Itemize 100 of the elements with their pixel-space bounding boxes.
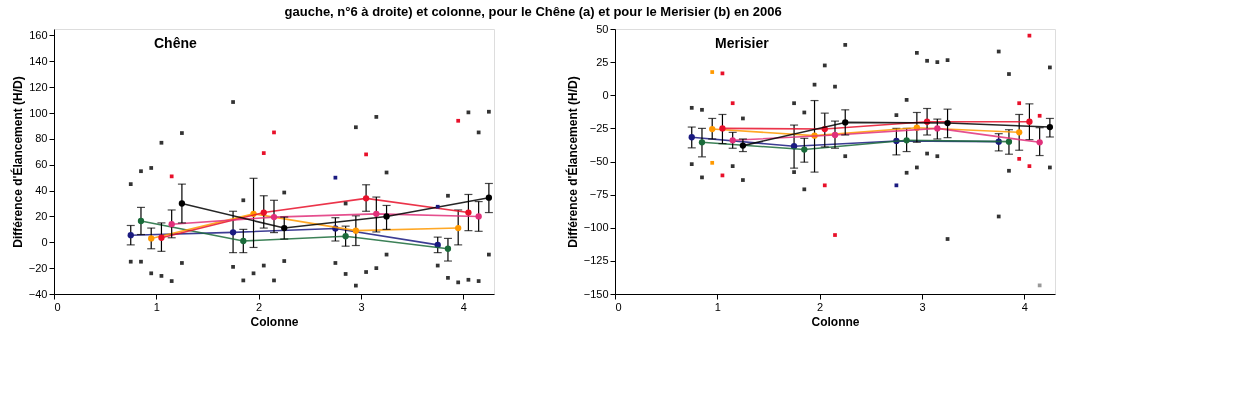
- y-tick-label: 100: [29, 106, 48, 119]
- point: [944, 119, 951, 127]
- point: [1007, 168, 1011, 173]
- point: [270, 213, 278, 221]
- point: [139, 259, 143, 264]
- point: [342, 233, 349, 240]
- point: [833, 84, 837, 89]
- point: [709, 125, 716, 133]
- x-tick-label: 0: [54, 300, 61, 313]
- y-tick-label: 0: [602, 88, 609, 101]
- point: [475, 213, 482, 220]
- point: [476, 279, 481, 283]
- point: [1016, 129, 1023, 136]
- chart-title: Chêne: [154, 35, 197, 51]
- y-tick-label: −20: [28, 261, 48, 274]
- y-tick-label: 120: [29, 80, 48, 93]
- y-tick-label: −125: [583, 254, 609, 267]
- point: [128, 259, 133, 264]
- point: [169, 279, 174, 283]
- y-tick-label: 40: [35, 184, 48, 197]
- point: [374, 115, 379, 119]
- point: [281, 224, 288, 232]
- point: [149, 271, 154, 276]
- point: [373, 210, 380, 218]
- point: [352, 227, 360, 234]
- y-tick-label: 60: [35, 158, 48, 171]
- y-tick-label: −25: [589, 121, 609, 134]
- point: [925, 58, 929, 63]
- point: [455, 224, 462, 232]
- x-axis-title: Colonne: [250, 314, 299, 329]
- point: [127, 232, 134, 239]
- y-tick-label: −75: [589, 188, 609, 201]
- point: [698, 139, 706, 146]
- point: [1026, 118, 1033, 125]
- y-tick-label: 160: [29, 28, 48, 41]
- point: [158, 234, 165, 241]
- point: [843, 43, 848, 47]
- point: [229, 229, 237, 236]
- y-tick-label: 80: [35, 132, 48, 145]
- point: [180, 131, 184, 135]
- x-tick-label: 4: [1021, 300, 1028, 313]
- point: [241, 198, 246, 203]
- point: [139, 169, 143, 174]
- x-tick-label: 1: [714, 300, 721, 313]
- x-axis-title: Colonne: [811, 314, 860, 329]
- point: [903, 137, 910, 144]
- point: [446, 193, 450, 198]
- point: [362, 195, 370, 202]
- point: [1005, 138, 1013, 145]
- x-tick-label: 2: [817, 300, 824, 313]
- point: [729, 137, 736, 144]
- point: [1036, 139, 1043, 146]
- point: [831, 131, 839, 139]
- point: [487, 109, 491, 114]
- point: [456, 280, 461, 285]
- point: [934, 125, 941, 132]
- y-axis-title: Différence d'Élancement (H/D): [9, 76, 25, 248]
- y-tick-label: 25: [596, 55, 609, 68]
- point: [260, 209, 267, 216]
- point: [741, 178, 745, 182]
- x-tick-label: 1: [153, 300, 160, 313]
- point: [689, 105, 694, 110]
- y-tick-label: −50: [589, 155, 609, 167]
- point: [739, 142, 747, 149]
- y-tick-label: 50: [596, 22, 609, 35]
- y-tick-label: −100: [583, 221, 609, 234]
- point: [719, 125, 726, 132]
- point: [843, 154, 848, 159]
- y-axis-title: Différence d'Élancement (H/D): [564, 76, 580, 248]
- point: [149, 166, 154, 170]
- point: [935, 60, 940, 64]
- point: [700, 107, 704, 112]
- point: [364, 270, 368, 274]
- point: [353, 125, 358, 130]
- chart-title: Merisier: [715, 35, 770, 51]
- point: [914, 50, 919, 55]
- x-tick-label: 3: [358, 300, 365, 313]
- x-tick-label: 4: [460, 300, 467, 313]
- point: [792, 101, 796, 106]
- y-tick-label: 20: [35, 209, 48, 222]
- point: [465, 209, 472, 216]
- x-tick-label: 2: [256, 300, 263, 313]
- y-tick-label: 0: [41, 235, 48, 248]
- x-tick-label: 3: [919, 300, 926, 313]
- point: [792, 170, 796, 174]
- point: [137, 217, 145, 225]
- point: [128, 182, 133, 186]
- point: [383, 213, 390, 220]
- text: gauche, n°6 à droite) et colonne, pour le Chêne (a) et pour le Merisier (b) en 2006: [284, 3, 782, 19]
- point: [148, 235, 155, 242]
- y-tick-label: −150: [583, 287, 609, 300]
- point: [688, 134, 695, 141]
- point: [730, 164, 735, 169]
- point: [168, 221, 175, 228]
- point: [240, 237, 247, 245]
- point: [802, 187, 807, 192]
- point: [178, 200, 186, 207]
- point: [689, 162, 694, 167]
- y-tick-label: −40: [28, 287, 48, 300]
- point: [935, 154, 940, 159]
